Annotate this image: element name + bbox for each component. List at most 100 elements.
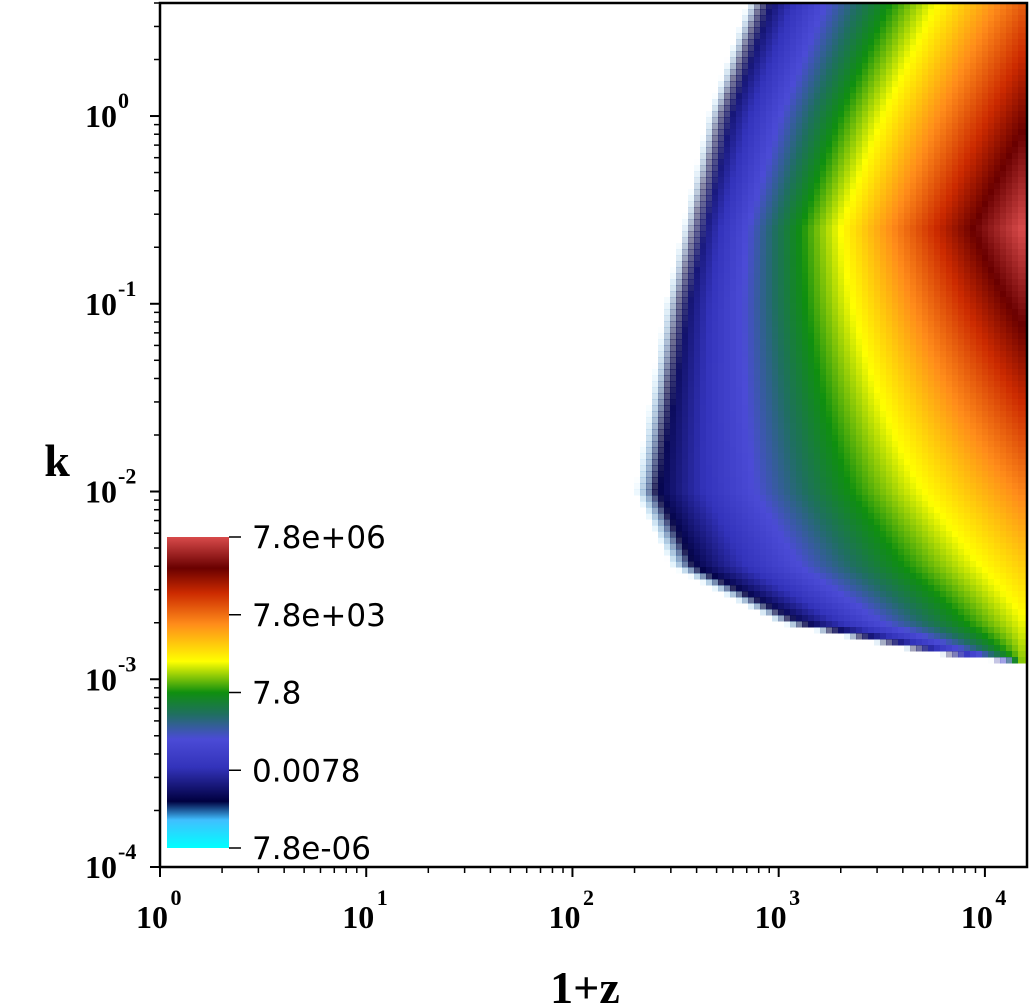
heatmap-cell: [850, 345, 857, 352]
heatmap-cell: [856, 237, 863, 244]
heatmap-cell: [832, 189, 839, 196]
heatmap-cell: [700, 201, 707, 208]
heatmap-cell: [826, 513, 833, 520]
heatmap-cell: [916, 309, 923, 316]
heatmap-cell: [724, 423, 731, 430]
heatmap-cell: [868, 171, 875, 178]
heatmap-cell: [892, 255, 899, 262]
heatmap-cell: [736, 93, 743, 100]
heatmap-cell: [808, 501, 815, 508]
heatmap-cell: [1018, 189, 1025, 196]
heatmap-cell: [694, 231, 701, 238]
heatmap-cell: [664, 351, 671, 358]
heatmap-cell: [664, 471, 671, 478]
heatmap-cell: [778, 255, 785, 262]
heatmap-cell: [958, 345, 965, 352]
heatmap-cell: [826, 441, 833, 448]
heatmap-cell: [838, 399, 845, 406]
heatmap-cell: [832, 135, 839, 142]
heatmap-cell: [694, 489, 701, 496]
heatmap-cell: [970, 153, 977, 160]
heatmap-cell: [910, 33, 917, 40]
heatmap-cell: [802, 399, 809, 406]
heatmap-cell: [838, 21, 845, 28]
heatmap-cell: [904, 297, 911, 304]
heatmap-cell: [1000, 315, 1007, 322]
heatmap-cell: [934, 117, 941, 124]
heatmap-cell: [946, 351, 953, 358]
heatmap-cell: [952, 195, 959, 202]
heatmap-cell: [808, 285, 815, 292]
heatmap-cell: [886, 219, 893, 226]
heatmap-cell: [982, 375, 989, 382]
heatmap-cell: [862, 351, 869, 358]
heatmap-cell: [1024, 57, 1027, 64]
heatmap-cell: [760, 243, 767, 250]
heatmap-cell: [928, 345, 935, 352]
heatmap-cell: [892, 189, 899, 196]
heatmap-cell: [760, 57, 767, 64]
heatmap-cell: [940, 219, 947, 226]
heatmap-cell: [838, 489, 845, 496]
heatmap-cell: [658, 471, 665, 478]
heatmap-cell: [700, 441, 707, 448]
heatmap-cell: [754, 309, 761, 316]
heatmap-cell: [664, 507, 671, 514]
heatmap-cell: [724, 435, 731, 442]
heatmap-cell: [892, 501, 899, 508]
heatmap-cell: [634, 489, 641, 496]
heatmap-cell: [994, 111, 1001, 118]
heatmap-cell: [826, 15, 833, 22]
heatmap-cell: [874, 171, 881, 178]
heatmap-cell: [970, 399, 977, 406]
heatmap-cell: [874, 375, 881, 382]
heatmap-cell: [844, 15, 851, 22]
heatmap-cell: [856, 381, 863, 388]
heatmap-cell: [814, 9, 821, 16]
heatmap-cell: [694, 315, 701, 322]
heatmap-cell: [808, 225, 815, 232]
heatmap-cell: [838, 45, 845, 52]
heatmap-cell: [796, 351, 803, 358]
heatmap-cell: [868, 165, 875, 172]
heatmap-cell: [868, 33, 875, 40]
heatmap-cell: [736, 147, 743, 154]
heatmap-cell: [910, 285, 917, 292]
heatmap-cell: [946, 93, 953, 100]
heatmap-cell: [868, 45, 875, 52]
heatmap-cell: [928, 153, 935, 160]
heatmap-cell: [826, 189, 833, 196]
heatmap-cell: [934, 15, 941, 22]
heatmap-cell: [694, 501, 701, 508]
heatmap-cell: [988, 141, 995, 148]
heatmap-cell: [826, 183, 833, 190]
heatmap-cell: [1006, 93, 1013, 100]
heatmap-cell: [736, 483, 743, 490]
heatmap-cell: [982, 297, 989, 304]
heatmap-cell: [1024, 489, 1027, 496]
heatmap-cell: [820, 363, 827, 370]
heatmap-cell: [784, 315, 791, 322]
heatmap-cell: [1000, 303, 1007, 310]
heatmap-cell: [802, 369, 809, 376]
heatmap-cell: [850, 213, 857, 220]
heatmap-cell: [922, 459, 929, 466]
heatmap-cell: [880, 447, 887, 454]
heatmap-cell: [850, 189, 857, 196]
heatmap-cell: [802, 249, 809, 256]
heatmap-cell: [862, 87, 869, 94]
heatmap-cell: [994, 27, 1001, 34]
heatmap-cell: [1018, 63, 1025, 70]
heatmap-cell: [748, 399, 755, 406]
heatmap-cell: [976, 141, 983, 148]
heatmap-cell: [1012, 183, 1019, 190]
heatmap-cell: [970, 99, 977, 106]
heatmap-cell: [766, 339, 773, 346]
heatmap-cell: [766, 183, 773, 190]
heatmap-cell: [1006, 507, 1013, 514]
heatmap-cell: [922, 129, 929, 136]
heatmap-cell: [1024, 249, 1027, 256]
heatmap-cell: [868, 471, 875, 478]
heatmap-cell: [916, 105, 923, 112]
heatmap-cell: [916, 375, 923, 382]
